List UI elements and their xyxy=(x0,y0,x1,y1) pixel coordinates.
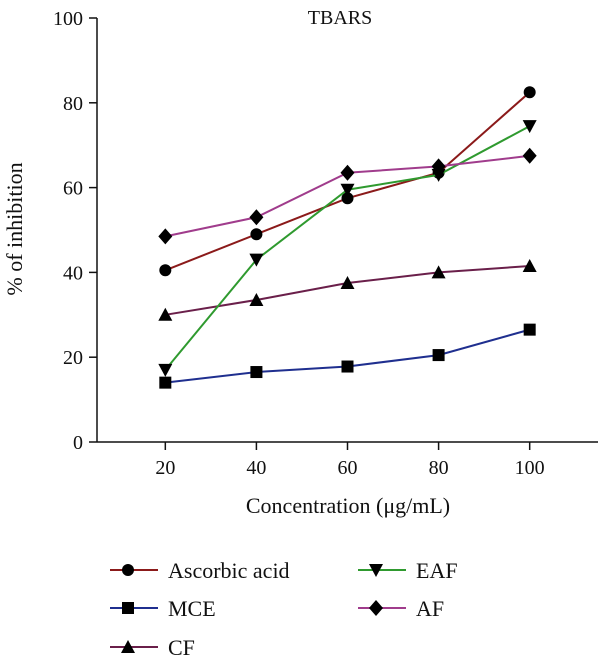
legend-marker xyxy=(122,602,134,614)
data-point-af xyxy=(249,209,264,226)
series-line-ascorbic-acid xyxy=(164,91,531,272)
series-line-mce xyxy=(165,328,530,384)
y-tick-label: 100 xyxy=(53,8,83,30)
legend-label: EAF xyxy=(416,558,458,583)
data-point-af xyxy=(431,158,446,175)
data-point-mce xyxy=(159,376,172,389)
legend-label: MCE xyxy=(168,596,216,621)
data-point-mce xyxy=(250,366,263,379)
data-point-mce xyxy=(341,360,354,373)
y-tick-label: 80 xyxy=(63,93,83,115)
data-point-eaf xyxy=(158,363,173,377)
data-point-eaf xyxy=(249,253,264,267)
data-point-af xyxy=(522,147,537,164)
data-point-af xyxy=(158,228,173,245)
data-point-ascorbic-acid xyxy=(523,86,536,99)
legend-label: AF xyxy=(416,596,444,621)
y-axis-label: % of inhibition xyxy=(2,162,27,295)
legend-marker xyxy=(121,640,135,653)
series-mce xyxy=(159,323,536,389)
legend-item-mce: MCE xyxy=(110,596,216,621)
series-af xyxy=(158,147,537,245)
x-tick-label: 20 xyxy=(155,457,175,479)
legend-label: Ascorbic acid xyxy=(168,558,290,583)
data-point-af xyxy=(340,164,355,181)
legend-item-cf: CF xyxy=(110,635,195,660)
series-eaf xyxy=(158,120,537,377)
legend-marker xyxy=(369,600,383,616)
data-point-cf xyxy=(249,292,264,306)
data-point-cf xyxy=(431,265,446,279)
series-layer xyxy=(158,86,537,389)
data-point-mce xyxy=(523,323,536,336)
legend-label: CF xyxy=(168,635,195,660)
chart-title: TBARS xyxy=(308,7,372,29)
series-cf xyxy=(158,259,537,321)
x-tick-label: 80 xyxy=(429,457,449,479)
data-point-eaf xyxy=(431,168,446,182)
legend-marker xyxy=(369,564,383,577)
legend-item-eaf: EAF xyxy=(358,558,458,583)
data-point-cf xyxy=(158,307,173,321)
legend-item-ascorbic-acid: Ascorbic acid xyxy=(110,558,290,583)
axes: 0 20 40 60 80 100 20 40 60 80 100 xyxy=(53,8,598,479)
x-axis-label: Concentration (μg/mL) xyxy=(246,493,450,518)
legend-marker xyxy=(122,564,134,576)
x-tick-label: 40 xyxy=(246,457,266,479)
data-point-ascorbic-acid xyxy=(159,264,172,277)
data-point-mce xyxy=(432,349,445,362)
series-line-cf xyxy=(165,265,530,316)
data-point-eaf xyxy=(340,183,355,197)
y-tick-label: 0 xyxy=(73,432,83,454)
data-point-ascorbic-acid xyxy=(341,192,354,205)
legend: Ascorbic acid MCE CF EAF AF xyxy=(110,558,458,660)
series-ascorbic-acid xyxy=(159,86,536,277)
data-point-ascorbic-acid xyxy=(250,228,263,241)
x-tick-label: 60 xyxy=(338,457,358,479)
data-point-eaf xyxy=(522,120,537,134)
data-point-cf xyxy=(522,259,537,273)
x-tick-label: 100 xyxy=(515,457,545,479)
y-tick-label: 60 xyxy=(63,178,83,200)
legend-item-af: AF xyxy=(358,596,444,621)
data-point-cf xyxy=(340,276,355,289)
y-tick-label: 40 xyxy=(63,262,83,284)
y-tick-label: 20 xyxy=(63,347,83,369)
